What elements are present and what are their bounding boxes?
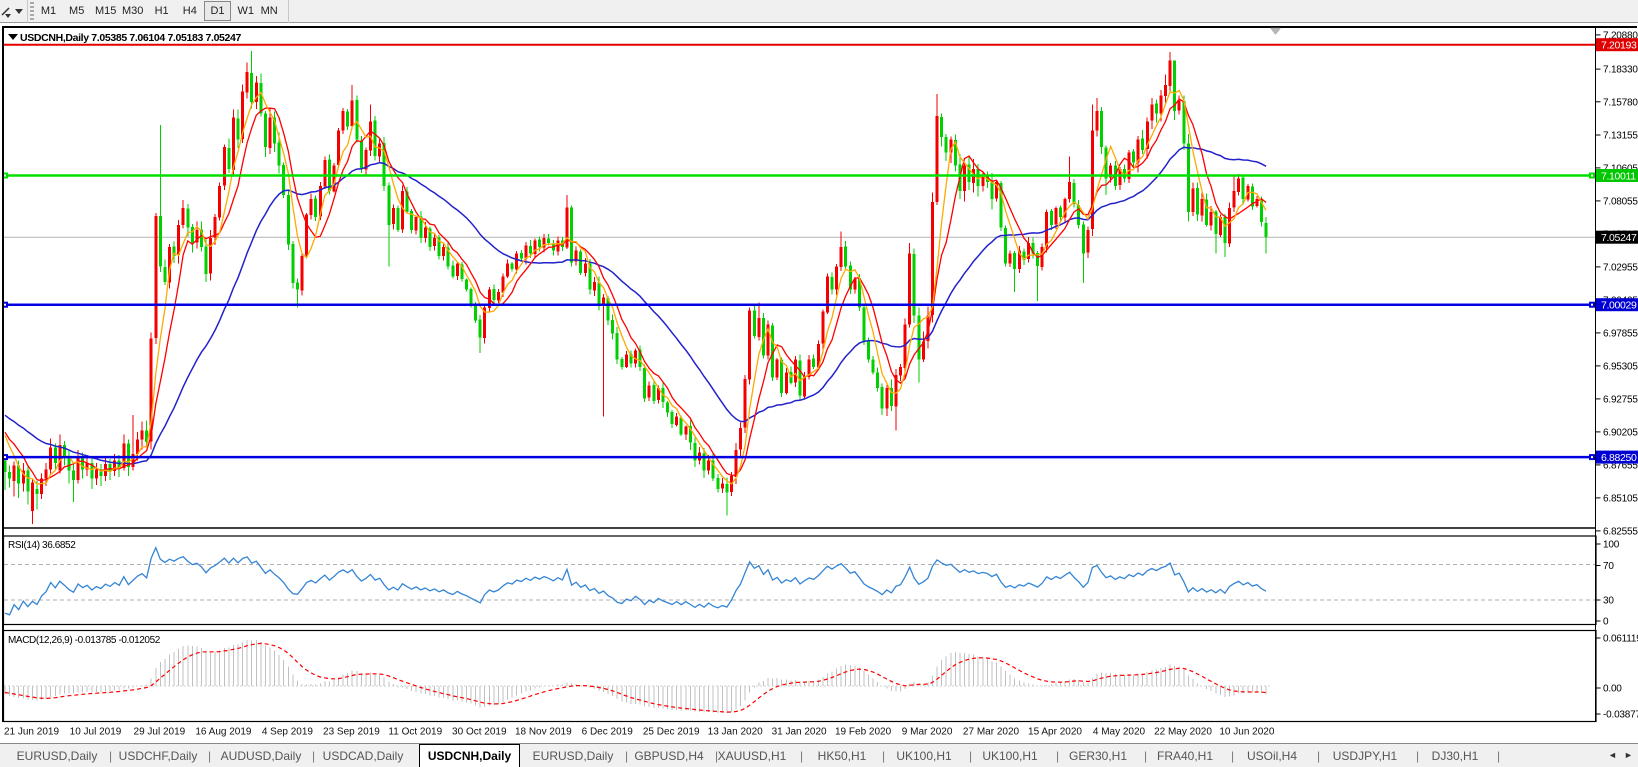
- svg-text:6.85105: 6.85105: [1603, 493, 1638, 504]
- svg-text:7.00029: 7.00029: [1601, 300, 1637, 312]
- svg-text:27 Mar 2020: 27 Mar 2020: [963, 727, 1020, 738]
- svg-text:0: 0: [1603, 617, 1609, 628]
- svg-text:30 Oct 2019: 30 Oct 2019: [452, 727, 507, 738]
- svg-text:7.05247: 7.05247: [1601, 232, 1637, 244]
- svg-text:7.08055: 7.08055: [1603, 196, 1638, 207]
- svg-text:70: 70: [1603, 561, 1614, 572]
- svg-text:7.20193: 7.20193: [1601, 40, 1637, 52]
- svg-text:7.02955: 7.02955: [1603, 262, 1638, 273]
- svg-text:6.88250: 6.88250: [1601, 452, 1637, 464]
- svg-text:15 Apr 2020: 15 Apr 2020: [1028, 727, 1082, 738]
- svg-text:100: 100: [1603, 540, 1620, 551]
- svg-text:23 Sep 2019: 23 Sep 2019: [323, 727, 380, 738]
- svg-text:9 Mar 2020: 9 Mar 2020: [902, 727, 953, 738]
- svg-text:4 Sep 2019: 4 Sep 2019: [262, 727, 314, 738]
- svg-text:11 Oct 2019: 11 Oct 2019: [388, 727, 442, 738]
- svg-text:7.20880: 7.20880: [1603, 30, 1638, 41]
- svg-text:RSI(14) 36.6852: RSI(14) 36.6852: [8, 540, 76, 551]
- svg-text:13 Jan 2020: 13 Jan 2020: [708, 727, 763, 738]
- svg-text:10 Jul 2019: 10 Jul 2019: [70, 727, 122, 738]
- svg-text:7.10011: 7.10011: [1601, 170, 1636, 182]
- svg-text:10 Jun 2020: 10 Jun 2020: [1219, 727, 1274, 738]
- svg-text:7.15780: 7.15780: [1603, 97, 1638, 108]
- svg-text:6.97855: 6.97855: [1603, 328, 1638, 339]
- svg-text:16 Aug 2019: 16 Aug 2019: [195, 727, 252, 738]
- svg-text:USDCNH,Daily 7.05385 7.06104: USDCNH,Daily 7.05385 7.06104 7.05183 7.0…: [20, 32, 242, 44]
- svg-text:6.82555: 6.82555: [1603, 526, 1638, 537]
- svg-text:31 Jan 2020: 31 Jan 2020: [772, 727, 827, 738]
- svg-text:19 Feb 2020: 19 Feb 2020: [835, 727, 892, 738]
- svg-text:7.10605: 7.10605: [1603, 163, 1638, 174]
- svg-text:6.87655: 6.87655: [1603, 460, 1638, 471]
- svg-text:0.061119: 0.061119: [1603, 634, 1638, 645]
- svg-text:22 May 2020: 22 May 2020: [1154, 727, 1212, 738]
- svg-text:MACD(12,26,9) -0.013785 -0.012: MACD(12,26,9) -0.013785 -0.012052: [8, 635, 161, 646]
- svg-text:18 Nov 2019: 18 Nov 2019: [515, 727, 572, 738]
- svg-text:30: 30: [1603, 596, 1614, 607]
- svg-text:7.13155: 7.13155: [1603, 131, 1638, 142]
- svg-text:25 Dec 2019: 25 Dec 2019: [643, 727, 700, 738]
- svg-text:6.95305: 6.95305: [1603, 361, 1638, 372]
- svg-text:0.00: 0.00: [1603, 684, 1622, 695]
- svg-text:21 Jun 2019: 21 Jun 2019: [4, 727, 59, 738]
- svg-text:6 Dec 2019: 6 Dec 2019: [582, 727, 634, 738]
- svg-text:29 Jul 2019: 29 Jul 2019: [134, 727, 186, 738]
- svg-text:6.92755: 6.92755: [1603, 394, 1638, 405]
- svg-text:7.18330: 7.18330: [1603, 65, 1638, 76]
- svg-text:-0.038777: -0.038777: [1603, 710, 1638, 721]
- svg-text:6.90205: 6.90205: [1603, 427, 1638, 438]
- svg-text:4 May 2020: 4 May 2020: [1093, 727, 1146, 738]
